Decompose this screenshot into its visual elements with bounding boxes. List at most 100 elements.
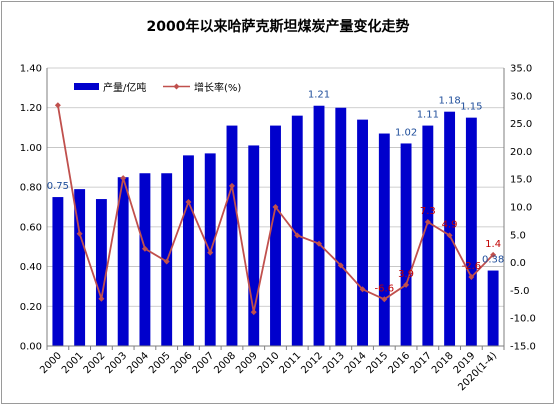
x-tick-label: 2002 xyxy=(82,350,108,376)
bar xyxy=(270,125,281,346)
bar xyxy=(95,199,107,346)
bar xyxy=(183,155,194,346)
y-left-tick-label: 1.40 xyxy=(20,64,42,75)
y-left-tick-label: 0.60 xyxy=(20,222,42,233)
x-tick-label: 2010 xyxy=(256,350,282,376)
line-series xyxy=(54,102,497,316)
bar-data-label: 1.11 xyxy=(417,110,439,121)
legend-line-marker xyxy=(173,83,180,90)
line-point xyxy=(294,232,301,239)
x-tick-label: 2016 xyxy=(386,350,412,376)
x-tick-label: 2011 xyxy=(278,350,304,376)
x-tick-label: 2017 xyxy=(408,350,434,376)
bar xyxy=(139,173,151,346)
line-point xyxy=(163,258,170,265)
legend-bar-swatch xyxy=(74,83,99,90)
line-data-label: 7.3 xyxy=(420,206,436,217)
bar xyxy=(357,119,368,346)
y-right-tick-label: 25.0 xyxy=(510,119,532,130)
bar xyxy=(465,117,477,347)
line-data-label: 3.9 xyxy=(398,269,414,280)
bar xyxy=(52,197,64,346)
bar xyxy=(444,111,456,346)
legend-line-label: 增长率(%) xyxy=(194,81,241,94)
x-tick-label: 2018 xyxy=(430,350,456,376)
x-tick-label: 2003 xyxy=(104,350,130,376)
y-right-tick-label: 35.0 xyxy=(510,64,532,75)
y-right-tick-label: 15.0 xyxy=(510,175,532,186)
bar xyxy=(117,177,129,346)
bar xyxy=(248,145,260,346)
bar-data-label: 1.15 xyxy=(460,102,482,113)
y-left-tick-label: 0.40 xyxy=(20,262,42,273)
x-tick-label: 2001 xyxy=(60,350,86,376)
y-right-tick-label: 0.0 xyxy=(510,258,526,269)
y-left-tick-label: 0.20 xyxy=(20,302,42,313)
line-point xyxy=(381,296,388,303)
bar xyxy=(313,105,325,346)
line-point xyxy=(337,262,344,269)
line-point xyxy=(120,175,127,182)
x-tick-label: 2004 xyxy=(125,350,151,376)
line-point xyxy=(424,219,431,226)
x-tick-label: 2007 xyxy=(191,350,217,376)
bar-data-label: 1.18 xyxy=(438,96,460,107)
y-left-tick-label: 0.80 xyxy=(20,183,42,194)
bar-data-label: 0.38 xyxy=(482,255,504,266)
bar xyxy=(378,133,390,346)
x-tick-label: 2005 xyxy=(147,350,173,376)
bar xyxy=(487,270,499,346)
bar xyxy=(400,143,412,346)
y-left-tick-label: 0.00 xyxy=(20,342,42,353)
x-tick-label: 2012 xyxy=(299,350,325,376)
x-tick-label: 2000 xyxy=(38,350,64,376)
chart-title: 2000年以来哈萨克斯坦煤炭产量变化走势 xyxy=(147,18,410,35)
y-right-tick-label: 20.0 xyxy=(510,147,532,158)
y-right-tick-label: 30.0 xyxy=(510,91,532,102)
x-tick-label: 2008 xyxy=(212,350,238,376)
y-left-tick-label: 1.20 xyxy=(20,103,42,114)
bar-data-label: 1.21 xyxy=(308,90,330,101)
bar xyxy=(226,125,238,346)
y-left-tick-label: 1.00 xyxy=(20,143,42,154)
x-tick-label: 2013 xyxy=(321,350,347,376)
y-right-tick-label: 5.0 xyxy=(510,230,526,241)
line-point xyxy=(185,198,192,205)
line-point xyxy=(76,230,83,237)
bar-series xyxy=(52,105,499,347)
bar-data-label: 0.75 xyxy=(47,181,69,192)
legend-bar-label: 产量/亿吨 xyxy=(103,81,146,94)
bar xyxy=(74,189,86,346)
line-data-label: 1.4 xyxy=(485,239,501,250)
line-point xyxy=(403,281,410,288)
line-point xyxy=(141,245,148,252)
data-labels: 0.75 1.21 1.021.11 1.181.15 0.38 -6.63.9 7.3 4.… xyxy=(47,90,505,295)
bar xyxy=(422,125,434,346)
x-tick-label: 2014 xyxy=(343,350,369,376)
bar xyxy=(291,115,303,347)
x-tick-label: 2006 xyxy=(169,350,195,376)
legend: 产量/亿吨 增长率(%) xyxy=(74,81,241,94)
line-point xyxy=(207,249,214,256)
line-point xyxy=(54,102,61,109)
y-right-tick-label: -10.0 xyxy=(510,314,536,325)
line-point xyxy=(228,182,235,189)
line-point xyxy=(98,295,105,302)
line-point xyxy=(272,204,279,210)
y-right-tick-label: -15.0 xyxy=(510,342,536,353)
line-point xyxy=(359,286,366,293)
bar xyxy=(335,107,347,346)
line-point xyxy=(446,232,453,239)
line-point xyxy=(250,309,257,316)
line-data-label: -6.6 xyxy=(375,283,395,294)
bar-data-label: 1.02 xyxy=(395,127,417,138)
line-point xyxy=(490,251,497,258)
line-data-label: -2.6 xyxy=(462,261,482,272)
line-data-label: 4.9 xyxy=(442,219,458,230)
line-point xyxy=(468,274,475,281)
y-right-tick-label: 10.0 xyxy=(510,203,532,214)
line-point xyxy=(316,240,323,247)
x-tick-label: 2009 xyxy=(234,350,260,376)
x-tick-label: 2015 xyxy=(365,350,391,376)
